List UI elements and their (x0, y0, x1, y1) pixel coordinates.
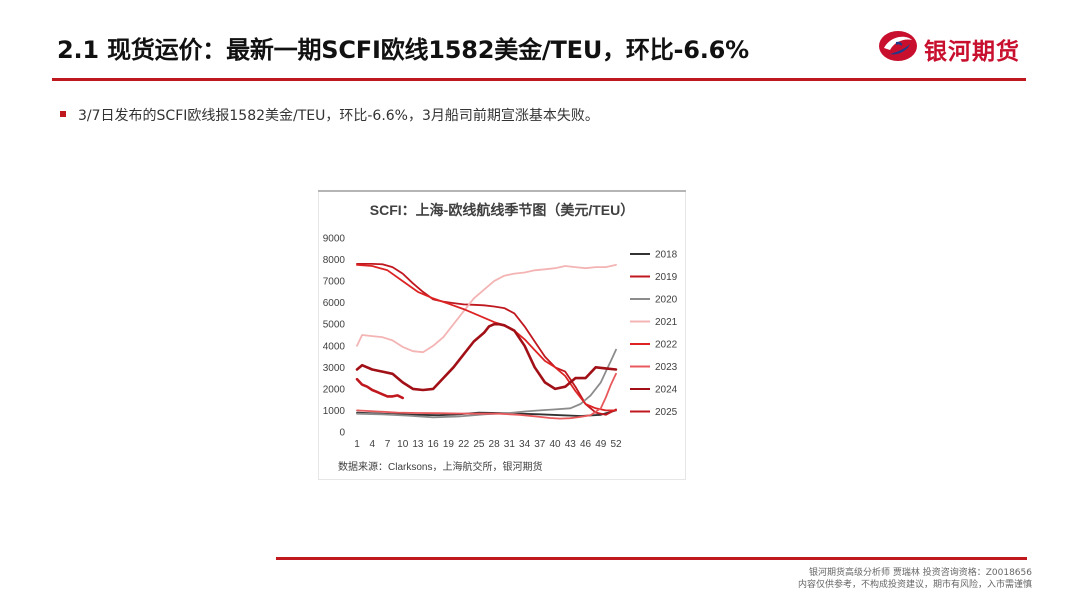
legend-label-2020: 2020 (655, 295, 678, 306)
x-tick-label: 34 (519, 439, 531, 450)
chart-top-border (318, 190, 686, 192)
y-tick-label: 2000 (323, 384, 346, 395)
y-tick-label: 3000 (323, 363, 346, 374)
galaxy-logo-icon (879, 31, 917, 61)
legend-label-2025: 2025 (655, 407, 678, 418)
legend-label-2022: 2022 (655, 340, 678, 351)
x-tick-label: 13 (412, 439, 424, 450)
y-tick-label: 1000 (323, 406, 346, 417)
y-tick-label: 8000 (323, 255, 346, 266)
series-line-2025 (355, 377, 404, 400)
slide-title: 2.1 现货运价：最新一期SCFI欧线1582美金/TEU，环比-6.6% (57, 36, 750, 64)
footer-disclaimer-line: 内容仅供参考，不构成投资建议，期市有风险，入市需谨慎 (797, 580, 1032, 590)
brand-logo: 银河期货 (876, 28, 1036, 65)
footer: 银河期货高级分析师 贾瑞林 投资咨询资格：Z0018656 内容仅供参考，不构成… (798, 567, 1032, 591)
legend-label-2019: 2019 (655, 272, 678, 283)
seasonal-chart: SCFI：上海-欧线航线季节图（美元/TEU） 0 1000 2000 3000 4000… (318, 190, 686, 480)
x-tick-label: 10 (397, 439, 409, 450)
series-line-2020 (356, 348, 617, 419)
x-tick-label: 19 (443, 439, 455, 450)
legend-label-2021: 2021 (655, 317, 678, 328)
bullet-square-icon (60, 111, 66, 117)
bullet-text: 3/7日发布的SCFI欧线报1582美金/TEU，环比-6.6%，3月船司前期宣… (78, 108, 599, 124)
x-tick-label: 31 (504, 439, 516, 450)
x-tick-label: 16 (428, 439, 440, 450)
series-line-2024 (355, 322, 618, 392)
x-tick-label: 22 (458, 439, 470, 450)
y-tick-label: 6000 (323, 298, 346, 309)
x-tick-label: 49 (595, 439, 607, 450)
legend-label-2023: 2023 (655, 362, 678, 373)
y-tick-label: 4000 (323, 341, 346, 352)
footer-divider (276, 557, 1027, 560)
x-tick-label: 40 (549, 439, 561, 450)
x-tick-label: 46 (580, 439, 592, 450)
chart-title: SCFI：上海-欧线航线季节图（美元/TEU） (370, 202, 634, 218)
x-tick-label: 25 (473, 439, 485, 450)
header-divider (52, 78, 1026, 81)
legend-label-2018: 2018 (655, 250, 678, 261)
series-line-2023 (356, 372, 617, 420)
y-tick-label: 5000 (323, 320, 346, 331)
x-tick-label: 4 (369, 439, 375, 450)
brand-name: 银河期货 (924, 39, 1020, 65)
x-tick-label: 1 (354, 439, 360, 450)
x-tick-label: 7 (385, 439, 391, 450)
x-tick-label: 37 (534, 439, 546, 450)
chart-source: 数据来源：Clarksons，上海航交所，银河期货 (338, 460, 542, 473)
x-tick-label: 43 (565, 439, 577, 450)
y-tick-label: 7000 (323, 277, 346, 288)
series-line-2019 (356, 263, 617, 416)
x-tick-label: 28 (489, 439, 501, 450)
chart-svg: SCFI：上海-欧线航线季节图（美元/TEU） 0 1000 2000 3000 4000… (318, 190, 686, 480)
chart-frame (318, 190, 686, 480)
bullet-point: 3/7日发布的SCFI欧线报1582美金/TEU，环比-6.6%，3月船司前期宣… (60, 105, 599, 125)
legend-label-2024: 2024 (655, 385, 678, 396)
x-tick-label: 52 (610, 439, 622, 450)
footer-analyst-line: 银河期货高级分析师 贾瑞林 投资咨询资格：Z0018656 (809, 568, 1032, 578)
y-tick-label: 9000 (323, 234, 346, 245)
series-line-2021 (356, 264, 617, 354)
y-tick-label: 0 (339, 428, 345, 439)
